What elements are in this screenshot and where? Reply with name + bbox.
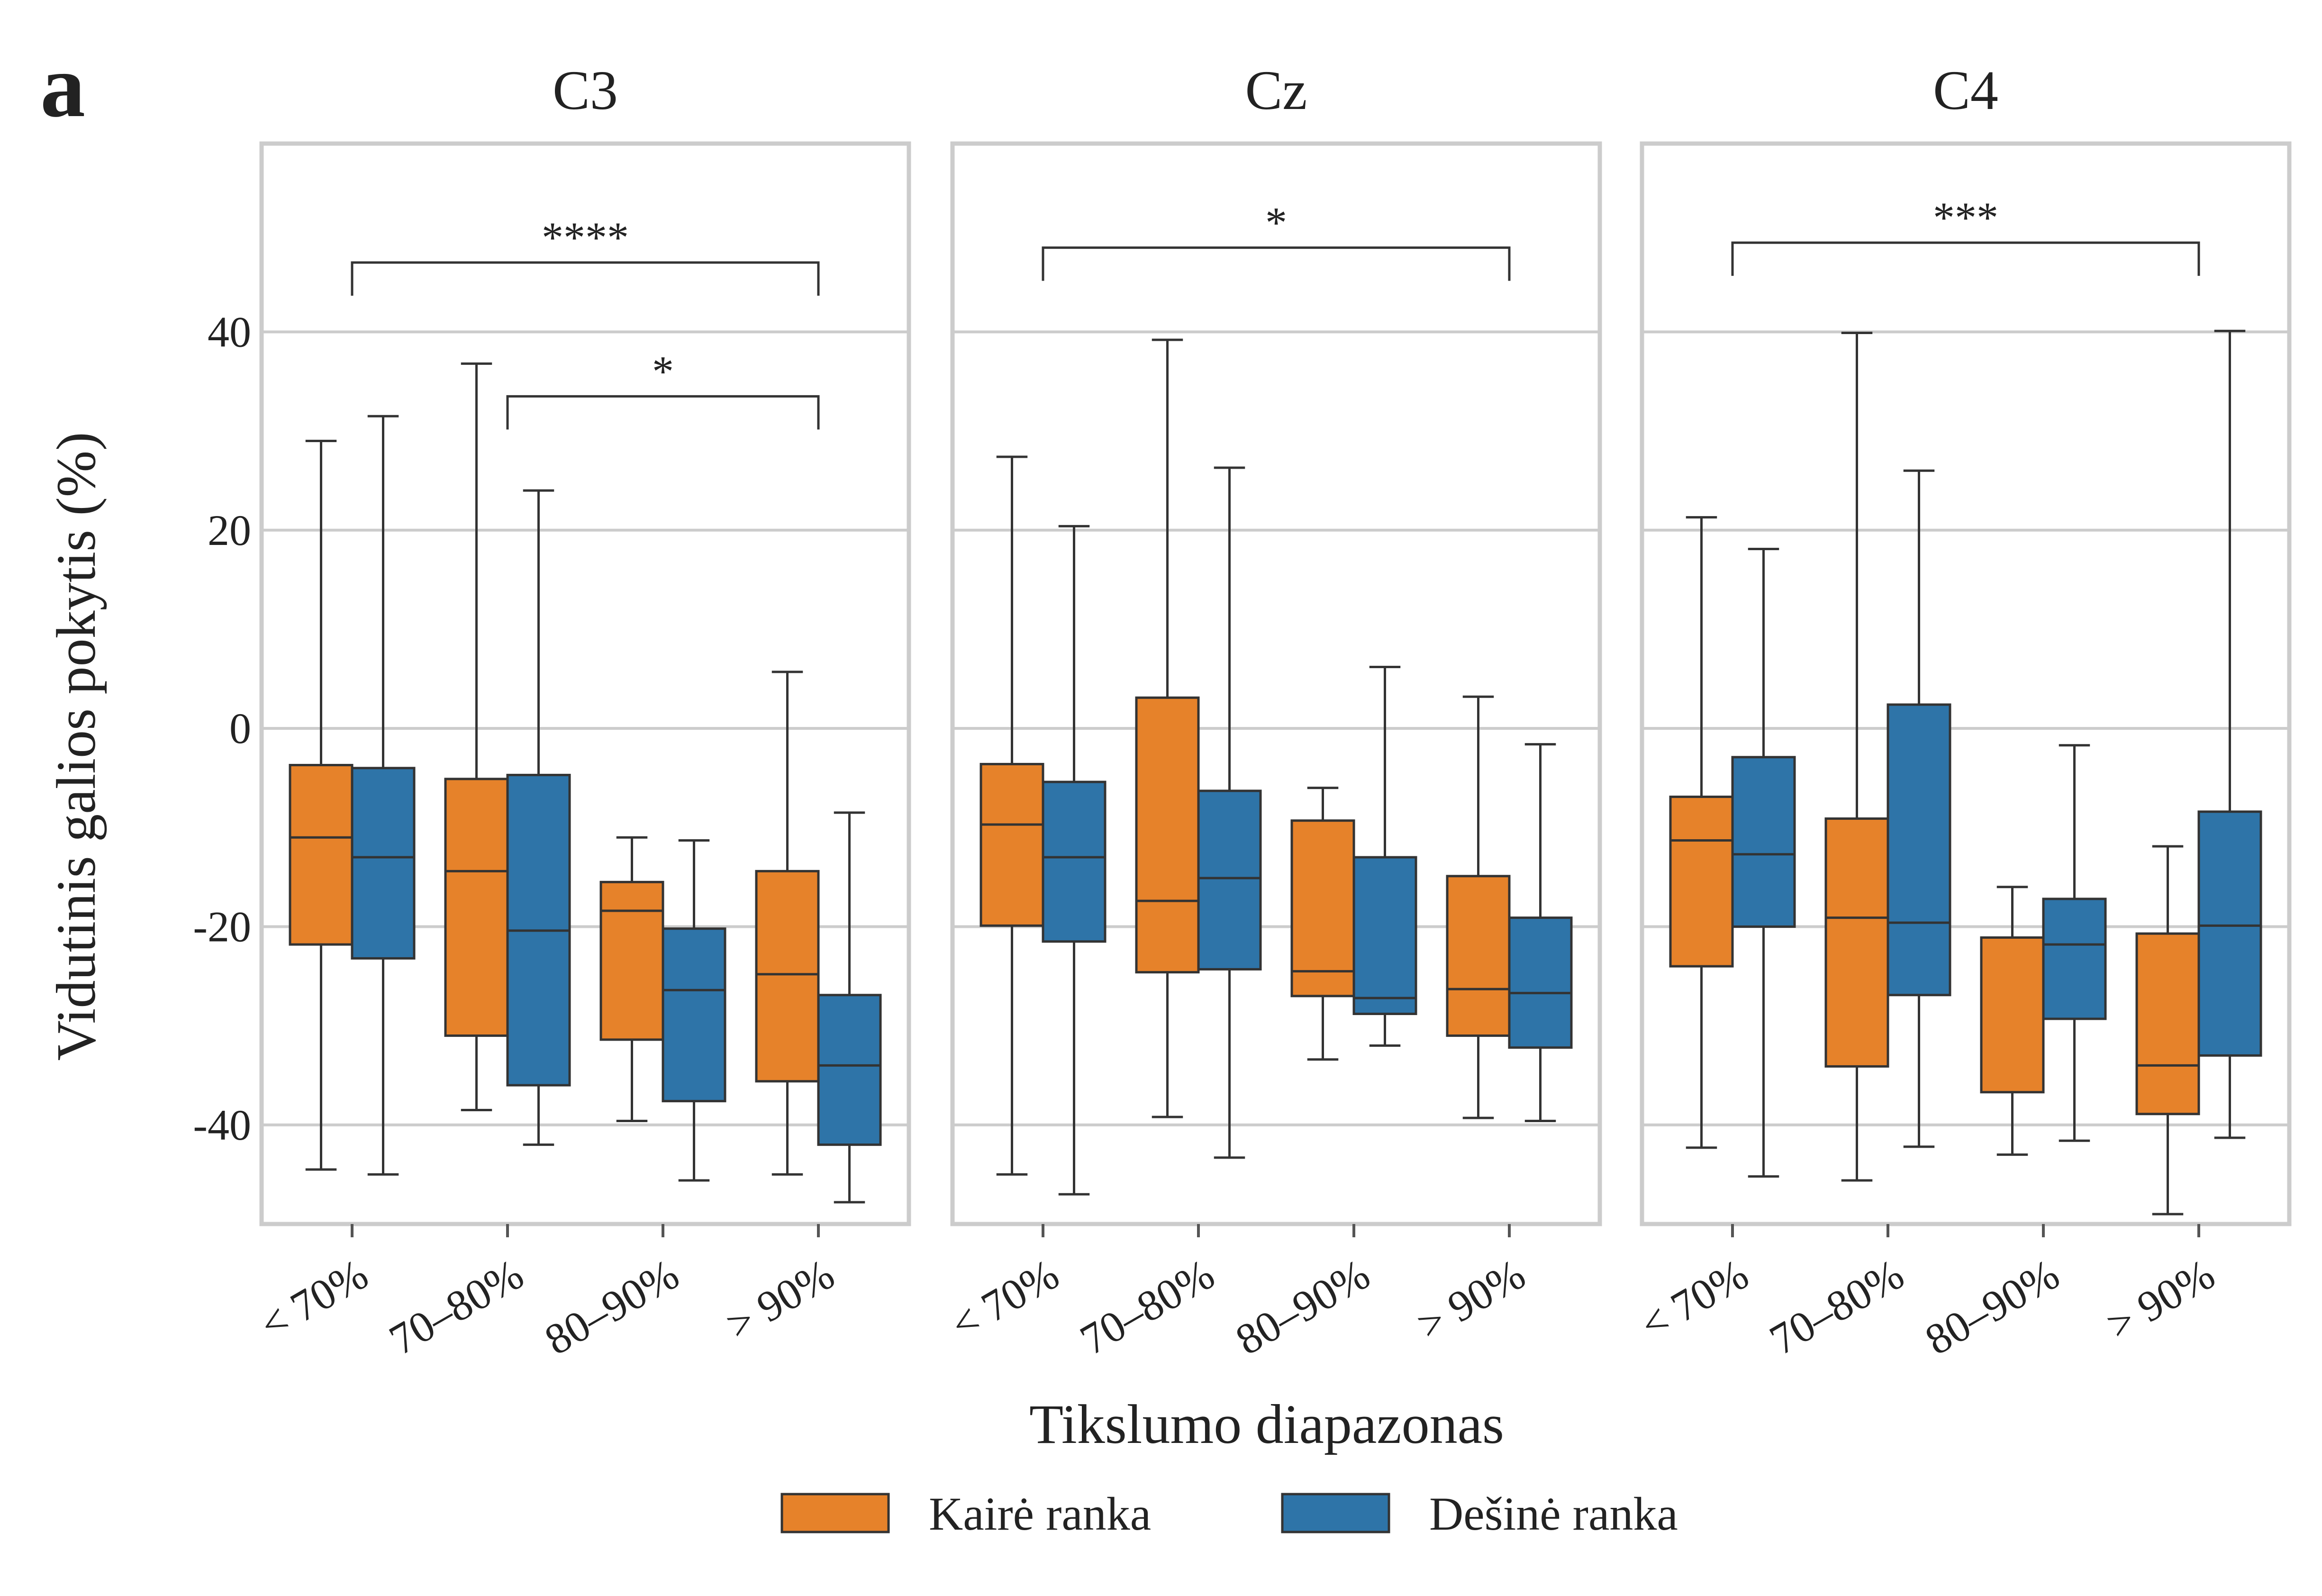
box-C3-1-1 — [506, 489, 571, 1146]
significance-bracket — [1042, 246, 1511, 281]
y-axis-label: Vidutinis galios pokytis (%) — [45, 432, 107, 1061]
x-tick-label: 80–90% — [536, 1250, 687, 1364]
box-Cz-3-1 — [1508, 743, 1573, 1122]
box-rect — [1135, 696, 1200, 974]
box-Cz-3-0 — [1446, 695, 1511, 1119]
x-tick-label: 80–90% — [1227, 1250, 1378, 1364]
x-tick-label: 70–80% — [381, 1250, 531, 1364]
significance-bracket — [351, 261, 820, 296]
box-rect — [2197, 810, 2262, 1057]
x-tick-label: < 70% — [252, 1250, 376, 1349]
significance-stars: * — [1265, 199, 1287, 247]
box-Cz-0-0 — [980, 455, 1044, 1176]
box-Cz-2-1 — [1352, 665, 1417, 1047]
legend: Kairė ranka Dešinė ranka — [780, 1487, 1678, 1540]
panel-title: C4 — [1933, 59, 1998, 121]
box-C4-2-0 — [1980, 886, 2045, 1156]
box-rect — [1980, 936, 2045, 1094]
legend-label: Dešinė ranka — [1429, 1487, 1678, 1540]
box-Cz-1-0 — [1135, 338, 1200, 1118]
box-rect — [289, 764, 354, 946]
box-C3-0-0 — [289, 440, 354, 1171]
legend-swatch — [780, 1493, 890, 1533]
y-tick-label: 20 — [208, 506, 251, 554]
panel-frame — [259, 141, 911, 1226]
box-C3-0-1 — [351, 415, 416, 1176]
x-tick-label: 70–80% — [1072, 1250, 1222, 1364]
box-rect — [599, 880, 664, 1041]
box-C3-1-0 — [444, 362, 509, 1111]
box-Cz-1-1 — [1197, 466, 1262, 1159]
box-rect — [1352, 856, 1417, 1016]
y-tick-label: 40 — [208, 308, 251, 356]
box-C3-2-1 — [662, 839, 726, 1182]
box-C4-3-1 — [2197, 329, 2262, 1139]
x-tick-label: < 70% — [943, 1250, 1067, 1349]
y-tick-label: 0 — [229, 704, 251, 753]
box-rect — [755, 870, 820, 1083]
significance-stars: *** — [1933, 193, 1998, 242]
legend-label: Kairė ranka — [929, 1487, 1151, 1540]
box-rect — [662, 927, 726, 1103]
box-C4-2-1 — [2042, 744, 2107, 1142]
significance-stars: **** — [542, 213, 629, 262]
box-rect — [1197, 789, 1262, 970]
box-rect — [1824, 817, 1889, 1068]
box-rect — [351, 767, 416, 960]
box-rect — [1446, 875, 1511, 1037]
figure-letter: a — [40, 36, 85, 136]
box-rect — [1887, 703, 1951, 997]
box-rect — [1290, 819, 1355, 998]
box-Cz-0-1 — [1042, 525, 1107, 1196]
box-rect — [1508, 916, 1573, 1049]
box-C4-0-1 — [1731, 548, 1796, 1178]
x-tick-label: 80–90% — [1917, 1250, 2067, 1364]
plot-layer: C3< 70% 70–80% 80–90% > 90%*****40200-20-40… — [193, 59, 2292, 1364]
x-tick-label: > 90% — [718, 1250, 842, 1349]
box-rect — [2135, 932, 2200, 1115]
x-axis-label: Tikslumo diapazonas — [1029, 1393, 1504, 1455]
significance-bracket — [506, 395, 820, 430]
box-C4-1-0 — [1824, 332, 1889, 1182]
box-C3-3-1 — [817, 811, 882, 1204]
box-Cz-2-0 — [1290, 787, 1355, 1061]
box-C4-0-0 — [1669, 516, 1734, 1149]
panel-frame — [1640, 141, 2292, 1226]
box-rect — [1042, 780, 1107, 943]
panel-title: C3 — [553, 59, 618, 121]
y-tick-label: -20 — [193, 902, 251, 951]
box-C3-3-0 — [755, 671, 820, 1176]
box-rect — [1731, 756, 1796, 928]
y-tick-label: -40 — [193, 1101, 251, 1149]
x-tick-label: 70–80% — [1761, 1250, 1912, 1364]
box-rect — [980, 762, 1044, 927]
panel-frame — [950, 141, 1602, 1226]
box-C4-3-0 — [2135, 845, 2200, 1215]
box-rect — [1669, 795, 1734, 968]
x-tick-label: > 90% — [2098, 1250, 2222, 1349]
box-C3-2-0 — [599, 836, 664, 1122]
box-rect — [817, 994, 882, 1146]
box-rect — [444, 778, 509, 1037]
box-rect — [2042, 898, 2107, 1020]
significance-bracket — [1731, 241, 2200, 276]
panel-title: Cz — [1245, 59, 1307, 121]
x-tick-label: > 90% — [1409, 1250, 1533, 1349]
box-C4-1-1 — [1887, 469, 1951, 1148]
legend-swatch — [1281, 1493, 1390, 1533]
x-tick-label: < 70% — [1632, 1250, 1756, 1349]
significance-stars: * — [652, 347, 674, 395]
